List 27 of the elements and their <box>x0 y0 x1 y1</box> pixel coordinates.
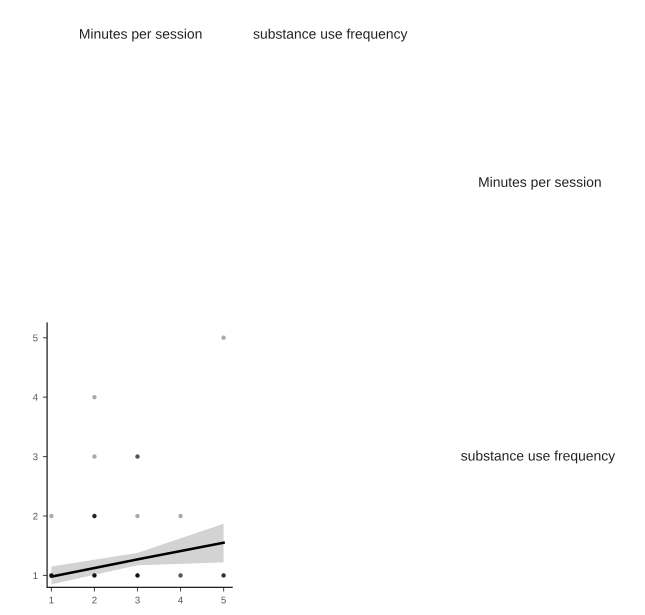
x-tick-label: 3 <box>135 596 140 604</box>
text: Minutes per session <box>80 28 202 42</box>
y-tick-label: 1 <box>33 572 38 579</box>
x-tick-label: 1 <box>49 596 54 604</box>
point <box>221 573 226 578</box>
point <box>178 573 183 578</box>
y-tick-label: 4 <box>32 394 38 401</box>
point <box>92 394 97 400</box>
text: substance use frequency <box>253 28 408 42</box>
point <box>221 336 226 340</box>
y-tick-label: 3 <box>33 453 38 460</box>
text: substance use frequency <box>461 450 616 464</box>
point <box>135 514 140 518</box>
point <box>92 573 97 578</box>
point <box>135 454 140 459</box>
point <box>178 514 183 518</box>
y-tick-label: 5 <box>33 334 38 342</box>
y-tick-label: 2 <box>33 512 38 520</box>
point <box>92 514 97 518</box>
point <box>49 514 54 518</box>
point <box>49 573 54 578</box>
x-tick-label: 4 <box>178 596 183 604</box>
point <box>135 573 140 578</box>
text: Minutes per session <box>479 176 601 190</box>
x-tick-label: 2 <box>92 596 97 604</box>
x-tick-label: 5 <box>221 596 226 604</box>
point <box>92 454 97 459</box>
